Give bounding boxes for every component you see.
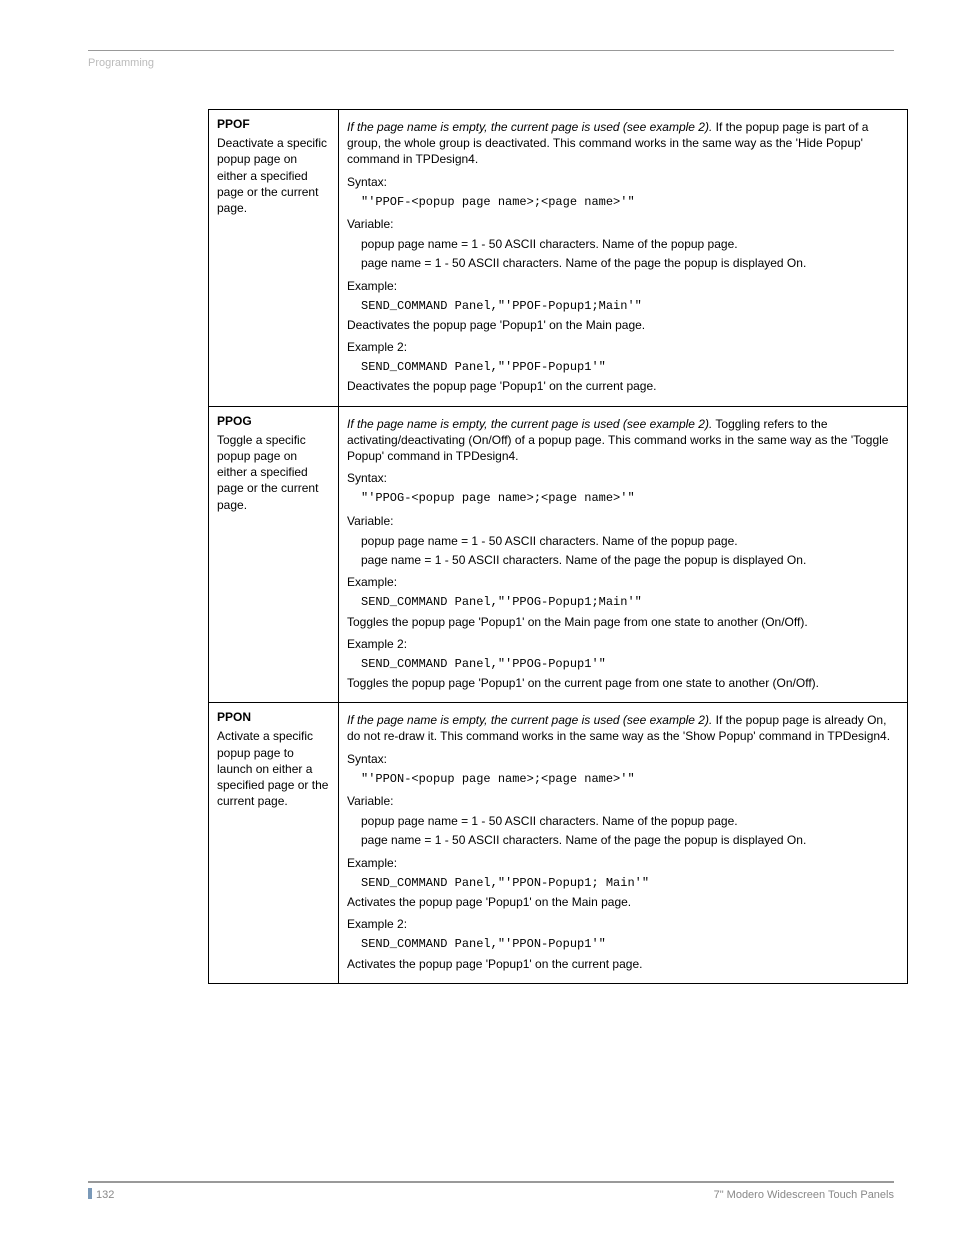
example-label: Example: <box>347 278 899 294</box>
variable-line: popup page name = 1 - 50 ASCII character… <box>347 813 899 829</box>
intro-italic: If the page name is empty, the current p… <box>347 120 712 134</box>
top-rule <box>88 50 894 51</box>
page-footer: 132 7" Modero Widescreen Touch Panels <box>88 1181 894 1201</box>
command-cell: PPOF Deactivate a specific popup page on … <box>209 110 339 407</box>
page-container: Programming PPOF Deactivate a specific po… <box>0 0 954 1235</box>
command-description: Toggle a specific popup page on either a… <box>217 432 330 513</box>
variable-label: Variable: <box>347 793 899 809</box>
syntax-label: Syntax: <box>347 174 899 190</box>
example-result: Activates the popup page 'Popup1' on the… <box>347 894 899 910</box>
example2-code: SEND_COMMAND Panel,"'PPOG-Popup1'" <box>347 656 899 672</box>
example-code: SEND_COMMAND Panel,"'PPON-Popup1; Main'" <box>347 875 899 891</box>
example2-result: Activates the popup page 'Popup1' on the… <box>347 956 899 972</box>
command-table: PPOF Deactivate a specific popup page on … <box>208 109 908 984</box>
example2-code: SEND_COMMAND Panel,"'PPON-Popup1'" <box>347 936 899 952</box>
command-cell: PPOG Toggle a specific popup page on eith… <box>209 406 339 703</box>
syntax-label: Syntax: <box>347 751 899 767</box>
syntax-label: Syntax: <box>347 470 899 486</box>
variable-label: Variable: <box>347 216 899 232</box>
command-description: Deactivate a specific popup page on eith… <box>217 135 330 216</box>
table-row: PPON Activate a specific popup page to la… <box>209 703 908 983</box>
example2-code: SEND_COMMAND Panel,"'PPOF-Popup1'" <box>347 359 899 375</box>
section-header: Programming <box>88 57 894 69</box>
command-name: PPOG <box>217 414 252 428</box>
example2-result: Toggles the popup page 'Popup1' on the c… <box>347 675 899 691</box>
example-code: SEND_COMMAND Panel,"'PPOG-Popup1;Main'" <box>347 594 899 610</box>
table-row: PPOF Deactivate a specific popup page on … <box>209 110 908 407</box>
detail-cell: If the page name is empty, the current p… <box>339 406 908 703</box>
example2-label: Example 2: <box>347 339 899 355</box>
table-row: PPOG Toggle a specific popup page on eith… <box>209 406 908 703</box>
example2-label: Example 2: <box>347 916 899 932</box>
variable-line: page name = 1 - 50 ASCII characters. Nam… <box>347 552 899 568</box>
command-description: Activate a specific popup page to launch… <box>217 728 330 809</box>
intro-text: If the page name is empty, the current p… <box>347 416 899 465</box>
example-label: Example: <box>347 855 899 871</box>
command-name: PPON <box>217 710 251 724</box>
example-code: SEND_COMMAND Panel,"'PPOF-Popup1;Main'" <box>347 298 899 314</box>
variable-label: Variable: <box>347 513 899 529</box>
example-label: Example: <box>347 574 899 590</box>
variable-line: popup page name = 1 - 50 ASCII character… <box>347 236 899 252</box>
syntax-code: "'PPOG-<popup page name>;<page name>'" <box>347 490 899 506</box>
example-result: Deactivates the popup page 'Popup1' on t… <box>347 317 899 333</box>
example2-label: Example 2: <box>347 636 899 652</box>
syntax-code: "'PPON-<popup page name>;<page name>'" <box>347 771 899 787</box>
example-result: Toggles the popup page 'Popup1' on the M… <box>347 614 899 630</box>
intro-italic: If the page name is empty, the current p… <box>347 713 712 727</box>
command-cell: PPON Activate a specific popup page to la… <box>209 703 339 983</box>
detail-cell: If the page name is empty, the current p… <box>339 703 908 983</box>
command-name: PPOF <box>217 117 250 131</box>
detail-cell: If the page name is empty, the current p… <box>339 110 908 407</box>
intro-text: If the page name is empty, the current p… <box>347 119 899 168</box>
variable-line: page name = 1 - 50 ASCII characters. Nam… <box>347 832 899 848</box>
intro-italic: If the page name is empty, the current p… <box>347 417 712 431</box>
variable-line: page name = 1 - 50 ASCII characters. Nam… <box>347 255 899 271</box>
doc-title: 7" Modero Widescreen Touch Panels <box>714 1189 894 1201</box>
variable-line: popup page name = 1 - 50 ASCII character… <box>347 533 899 549</box>
example2-result: Deactivates the popup page 'Popup1' on t… <box>347 378 899 394</box>
intro-text: If the page name is empty, the current p… <box>347 712 899 744</box>
syntax-code: "'PPOF-<popup page name>;<page name>'" <box>347 194 899 210</box>
page-number: 132 <box>88 1188 114 1201</box>
